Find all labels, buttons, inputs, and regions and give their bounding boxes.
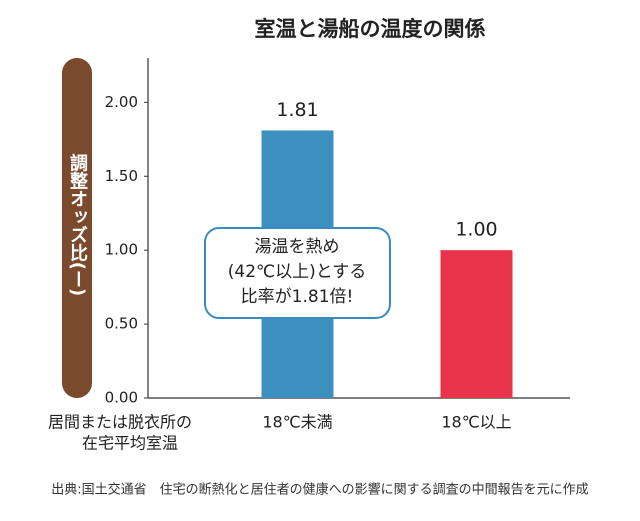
- annotation-text: 湯温を熱め: [255, 237, 340, 257]
- y-tick-label: 2.00: [105, 93, 138, 111]
- y-tick-label: 1.00: [105, 241, 138, 259]
- x-axis-label: 居間または脱衣所の: [48, 413, 192, 432]
- x-axis-label: 在宅平均室温: [82, 434, 178, 453]
- source-note: 出典:国土交通省 住宅の断熱化と居住者の健康への影響に関する調査の中間報告を元に…: [51, 482, 588, 498]
- y-label-pill: [62, 58, 92, 398]
- chart-title: 室温と湯船の温度の関係: [255, 17, 486, 41]
- annotation-text: 比率が1.81倍!: [241, 287, 354, 307]
- x-tick-label: 18℃以上: [441, 413, 511, 432]
- annotation-text: (42℃以上)とする: [228, 262, 366, 282]
- y-tick-label: 0.00: [105, 389, 138, 407]
- y-axis-label: 調整オッズ比(ー): [67, 153, 89, 297]
- data-label: 1.00: [455, 219, 497, 241]
- y-tick-label: 0.50: [105, 315, 138, 333]
- bar: [440, 250, 513, 398]
- data-label: 1.81: [276, 99, 318, 121]
- annotation-box: [204, 227, 391, 319]
- annotation: 湯温を熱め (42℃以上)とする 比率が1.81倍!: [204, 227, 391, 319]
- y-tick-label: 1.50: [105, 167, 138, 185]
- x-tick-label: 18℃未満: [262, 413, 332, 432]
